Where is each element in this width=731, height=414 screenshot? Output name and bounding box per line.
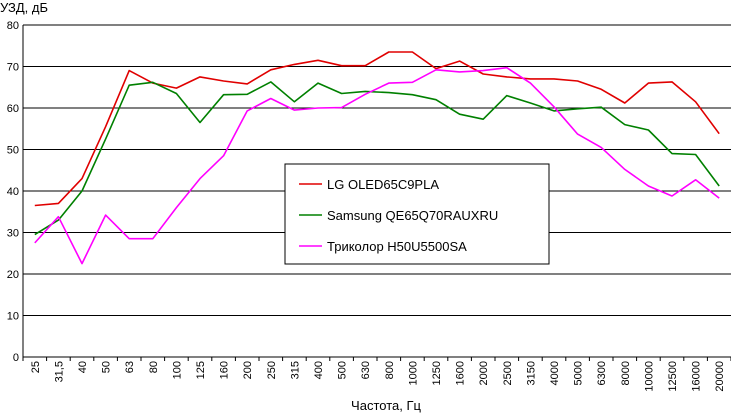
x-tick-label: 80	[148, 361, 160, 373]
x-tick-label: 63	[124, 361, 136, 373]
x-tick-label: 20000	[714, 361, 726, 392]
x-tick-label: 160	[219, 361, 231, 379]
legend-label: LG OLED65C9PLA	[327, 177, 439, 192]
x-tick-label: 200	[242, 361, 254, 379]
x-tick-label: 2000	[478, 361, 490, 385]
legend-box	[284, 163, 550, 265]
legend-label: Samsung QE65Q70RAUXRU	[327, 208, 498, 223]
x-tick-label: 800	[384, 361, 396, 379]
y-tick-label: 80	[7, 20, 19, 32]
y-tick-label: 0	[13, 352, 19, 364]
x-tick-label: 31,5	[53, 361, 65, 382]
x-tick-label: 3150	[525, 361, 537, 385]
x-tick-label: 1600	[455, 361, 467, 385]
series-line	[34, 66, 720, 265]
x-tick-label: 500	[337, 361, 349, 379]
x-tick-label: 1250	[431, 361, 443, 385]
x-tick-label: 16000	[691, 361, 703, 392]
series-line	[34, 51, 720, 207]
x-axis-title: Частота, Гц	[351, 398, 421, 413]
series-lines	[34, 51, 720, 265]
x-tick-label: 40	[77, 361, 89, 373]
x-tick-label: 4000	[549, 361, 561, 385]
y-tick-label: 50	[7, 145, 19, 157]
y-tick-label: 40	[7, 186, 19, 198]
x-tick-label: 2500	[502, 361, 514, 385]
y-tick-label: 20	[7, 269, 19, 281]
x-tick-label: 10000	[643, 361, 655, 392]
y-tick-label: 70	[7, 62, 19, 74]
x-tick-label: 250	[266, 361, 278, 379]
x-tick-label: 100	[171, 361, 183, 379]
y-axis-title: УЗД, дБ	[0, 0, 48, 15]
x-tick-label: 6300	[596, 361, 608, 385]
x-tick-label: 25	[30, 361, 42, 373]
y-tick-label: 60	[7, 103, 19, 115]
legend-label: Триколор H50U5500SA	[327, 239, 467, 254]
legend: LG OLED65C9PLA Samsung QE65Q70RAUXRU Трико…	[284, 163, 550, 265]
x-tick-label: 315	[289, 361, 301, 379]
x-tick-label: 8000	[620, 361, 632, 385]
x-tick-label: 125	[195, 361, 207, 379]
y-tick-label: 10	[7, 311, 19, 323]
x-tick-label: 400	[313, 361, 325, 379]
series-line	[34, 81, 720, 236]
x-tick-label: 12500	[667, 361, 679, 392]
axis-ticks: 0 10 20 30 40 50 60 70 80 25 31,5 40 50 63 80 100 125 160…	[7, 20, 731, 392]
x-tick-label: 5000	[573, 361, 585, 385]
x-tick-label: 50	[101, 361, 113, 373]
y-tick-label: 30	[7, 228, 19, 240]
x-tick-label: 630	[360, 361, 372, 379]
x-tick-label: 1000	[407, 361, 419, 385]
